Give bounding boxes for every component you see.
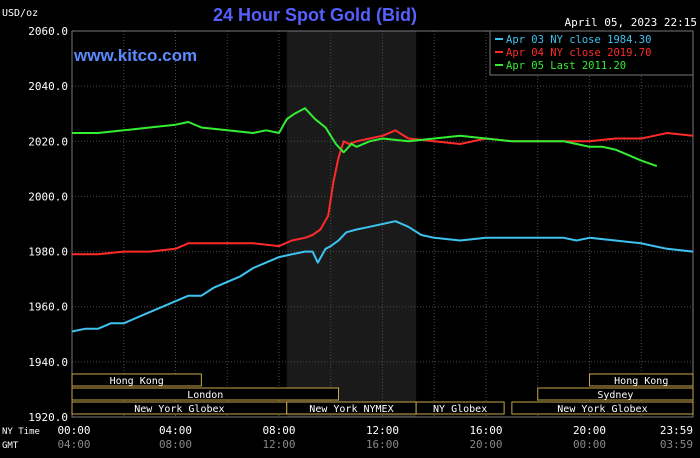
chart-title: 24 Hour Spot Gold (Bid) (213, 5, 417, 25)
legend-entry: Apr 05 Last 2011.20 (506, 60, 626, 72)
x-tick-label-ny: 08:00 (262, 424, 295, 437)
y-tick-label: 2020.0 (28, 135, 68, 148)
market-session-label: Hong Kong (110, 376, 164, 387)
plot-frame (71, 30, 694, 418)
market-session-bar (511, 401, 694, 415)
x-tick-label-gmt: 08:00 (159, 438, 192, 451)
x-tick-label-gmt: 20:00 (469, 438, 502, 451)
x-tick-label-ny: 04:00 (159, 424, 192, 437)
x-tick-label-gmt: 00:00 (573, 438, 606, 451)
x-tick-label-gmt: 03:59 (660, 438, 693, 451)
y-tick-labels: 1920.0 1940.0 1960.0 1980.0 2000.0 2020.0 2040… (28, 25, 68, 424)
y-tick-label: 1980.0 (28, 246, 68, 259)
x-tick-label-gmt: 16:00 (366, 438, 399, 451)
grid (71, 30, 694, 418)
market-session-bar (589, 373, 694, 387)
market-session-label: New York Globex (557, 404, 647, 415)
legend-entry: Apr 03 NY close 1984.30 (506, 34, 651, 46)
x-tick-label-gmt: 04:00 (57, 438, 90, 451)
x-tick-label-gmt: 12:00 (262, 438, 295, 451)
x-tick-labels: 00:00 04:00 08:00 12:00 16:00 20:00 23:5904:00… (57, 424, 693, 451)
legend-box (489, 30, 694, 76)
market-session-bar (537, 387, 694, 401)
y-tick-label: 2060.0 (28, 25, 68, 38)
y-tick-label: 1940.0 (28, 356, 68, 369)
x-tick-label-ny: 23:59 (660, 424, 693, 437)
market-session-label: New York Globex (134, 404, 224, 415)
market-session-label: NY Globex (433, 404, 487, 415)
timestamp: April 05, 2023 22:15 (565, 16, 697, 29)
y-tick-label: 1960.0 (28, 301, 68, 314)
market-session-label: New York NYMEX (309, 404, 393, 415)
market-session-bar (71, 387, 340, 401)
y-tick-label: 2000.0 (28, 190, 68, 203)
shaded-region (286, 31, 417, 417)
x-tick-label-ny: 20:00 (573, 424, 606, 437)
legend-entry: Apr 04 NY close 2019.70 (506, 47, 651, 59)
watermark: www.kitco.com (73, 46, 197, 65)
market-session-bar (415, 401, 505, 415)
price-lines (71, 107, 694, 333)
series-line (71, 220, 694, 333)
market-session-label: London (187, 390, 223, 401)
shaded-session (286, 31, 417, 417)
x-tick-label-ny: 12:00 (366, 424, 399, 437)
market-sessions: Hong Kong Hong Kong London Sydney New York G… (71, 373, 694, 415)
x-tick-label-ny: 16:00 (469, 424, 502, 437)
y-tick-label: 1920.0 (28, 411, 68, 424)
y-axis-label: USD/oz (2, 8, 38, 19)
market-session-label: Hong Kong (614, 376, 668, 387)
series-line (72, 107, 658, 168)
y-tick-label: 2040.0 (28, 80, 68, 93)
market-session-label: Sydney (597, 390, 633, 401)
x-row-label-gmt: GMT (2, 441, 19, 451)
x-row-label-ny: NY Time (2, 427, 40, 437)
x-tick-label-ny: 00:00 (57, 424, 90, 437)
market-session-bar (71, 373, 202, 387)
